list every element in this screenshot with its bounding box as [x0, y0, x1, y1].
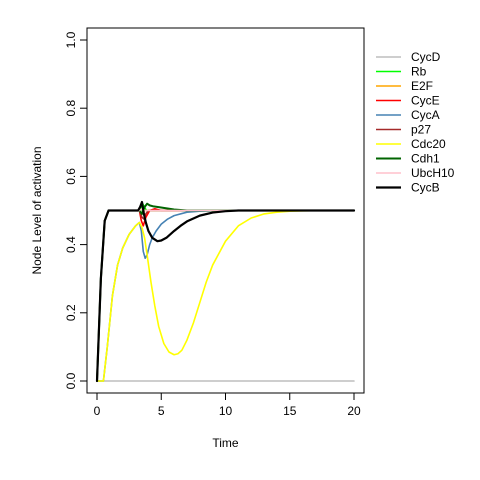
legend-label-cdc20: Cdc20	[411, 137, 446, 151]
y-tick-label: 0.0	[64, 372, 78, 389]
x-tick-label: 15	[283, 404, 297, 418]
y-tick-label: 0.6	[64, 168, 78, 185]
legend-label-cycb: CycB	[411, 181, 440, 195]
x-tick-label: 0	[94, 404, 101, 418]
legend-label-rb: Rb	[411, 65, 427, 79]
y-tick-label: 1.0	[64, 31, 78, 48]
y-tick-label: 0.8	[64, 100, 78, 117]
series-line-cycb	[95, 200, 356, 383]
x-axis: 0 5 10 15 20	[94, 392, 361, 418]
x-tick-label: 5	[158, 404, 165, 418]
y-tick-label: 0.4	[64, 236, 78, 253]
legend-label-e2f: E2F	[411, 79, 433, 93]
series-line-cdc20	[96, 209, 355, 382]
x-tick-label: 10	[219, 404, 233, 418]
legend-label-cycd: CycD	[411, 50, 441, 64]
legend-label-cyca: CycA	[411, 108, 440, 122]
x-axis-title: Time	[212, 436, 239, 450]
legend-label-p27: p27	[411, 123, 431, 137]
legend-label-cyce: CycE	[411, 94, 440, 108]
legend-label-cdh1: Cdh1	[411, 152, 440, 166]
y-axis: 0.0 0.2 0.4 0.6 0.8 1.0	[64, 31, 88, 389]
legend-label-ubch10: UbcH10	[411, 166, 455, 180]
y-tick-label: 0.2	[64, 304, 78, 321]
series-layer	[95, 200, 356, 383]
x-tick-label: 20	[347, 404, 361, 418]
y-axis-title: Node Level of activation	[30, 146, 44, 274]
